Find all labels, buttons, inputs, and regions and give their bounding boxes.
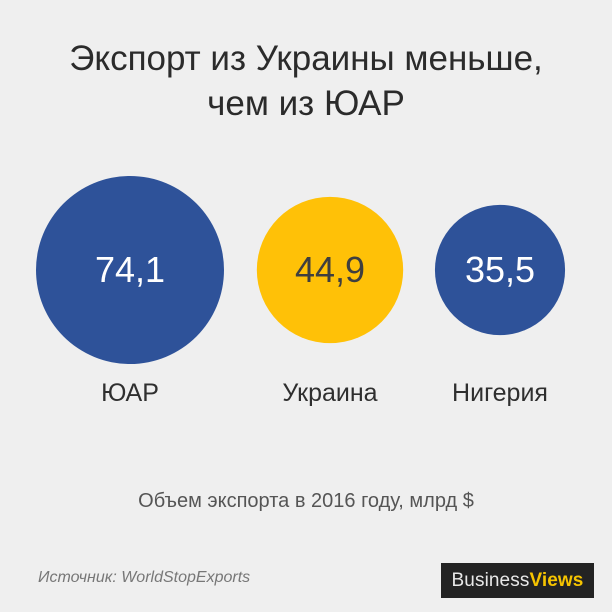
bubble-1 [36,176,224,364]
chart-subtitle: Объем экспорта в 2016 году, млрд $ [138,490,474,512]
title-line-2: чем из ЮАР [207,84,405,123]
brand-business: Business [451,570,530,591]
bubble-value-2: 44,9 [295,249,365,290]
page-title: Экспорт из Украины меньше, чем из ЮАР [0,36,612,126]
country-label-3: Нигерия [452,379,548,407]
bubble-value-1: 74,1 [95,249,165,290]
bubble-2 [256,196,404,344]
source-note: Источник: WorldStopExports [38,569,251,586]
title-line-1: Экспорт из Украины меньше, [69,39,543,78]
bubble-3 [434,204,566,336]
country-label-1: ЮАР [101,379,159,407]
bubble-value-3: 35,5 [465,249,535,290]
brand-views: Views [529,570,584,591]
businessviews-logo: BusinessViews [441,563,594,598]
country-label-2: Украина [282,379,377,407]
